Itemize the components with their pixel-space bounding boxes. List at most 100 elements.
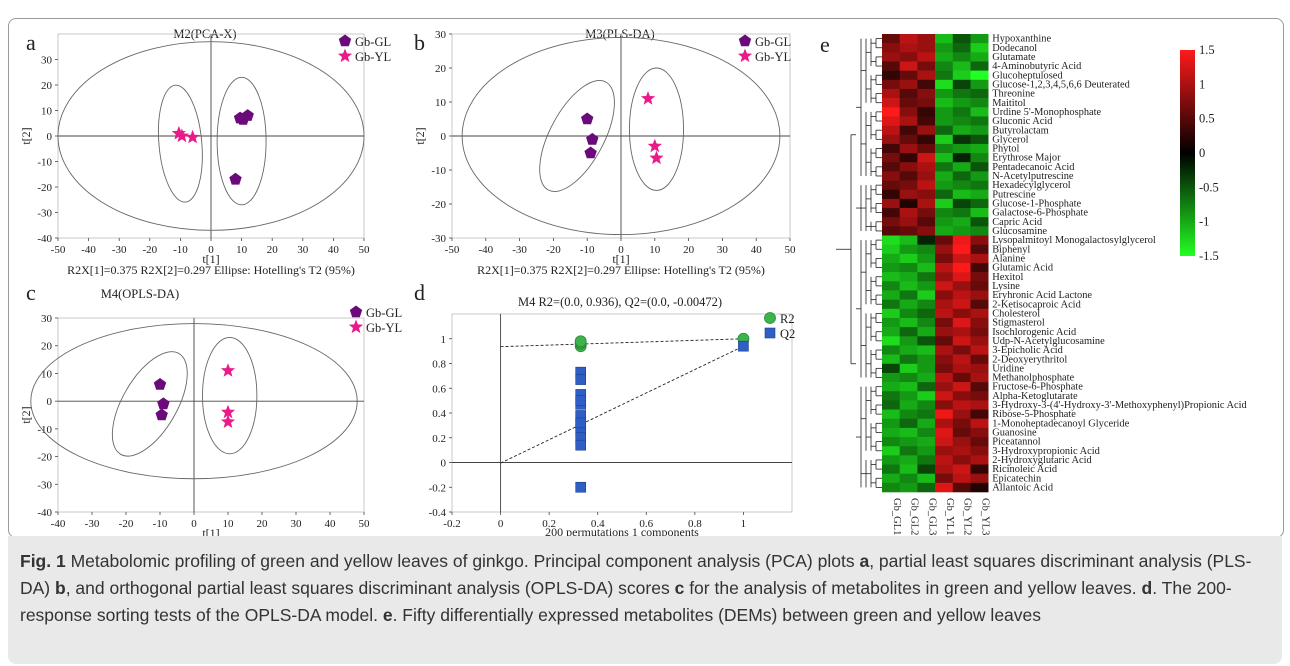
heatmap-cell bbox=[899, 70, 918, 81]
heatmap-cell bbox=[882, 217, 900, 227]
heatmap-cell bbox=[970, 226, 989, 236]
panel-d: d M4 R2=(0.0, 0.936), Q2=(0.0, -0.00472) -… bbox=[414, 280, 795, 539]
heatmap-cell bbox=[899, 98, 918, 108]
x-tick-label-b: 20 bbox=[683, 244, 695, 256]
heatmap-cell bbox=[899, 290, 918, 300]
heatmap-cell bbox=[917, 446, 936, 456]
heatmap-column-label: Gb_YL1 bbox=[944, 498, 955, 535]
y-tick-label-c: -10 bbox=[37, 424, 52, 436]
heatmap-column-label: Gb_YL3 bbox=[979, 498, 990, 535]
heatmap-cell bbox=[882, 162, 900, 172]
colorbar-tick-label: -0.5 bbox=[1199, 180, 1219, 194]
heatmap-cell bbox=[917, 382, 936, 392]
heatmap-cell bbox=[899, 162, 918, 172]
y-tick-label-c: -40 bbox=[37, 507, 52, 519]
heatmap-cell bbox=[899, 317, 918, 328]
x-tick-label-d: 0.4 bbox=[591, 518, 605, 530]
panel-letter-b: b bbox=[414, 30, 425, 55]
heatmap-cell bbox=[899, 143, 918, 154]
heatmap-cell bbox=[970, 391, 989, 401]
legend-label-Gb-YL: Gb-YL bbox=[755, 50, 791, 64]
heatmap-cell bbox=[899, 107, 918, 117]
panel-e: e HypoxanthineDodecanolGlutamate4-Aminobu… bbox=[820, 32, 1248, 535]
heatmap-cell bbox=[882, 363, 900, 374]
point-Q2 bbox=[575, 417, 587, 429]
heatmap-cell bbox=[899, 244, 918, 255]
x-tick-label-c: 40 bbox=[325, 518, 337, 530]
legend-label-Gb-YL: Gb-YL bbox=[355, 50, 391, 64]
heatmap-cell bbox=[935, 198, 954, 209]
heatmap-cell bbox=[882, 244, 900, 255]
y-tick-label-d: 0 bbox=[441, 458, 447, 470]
confidence-ellipse-b bbox=[629, 67, 684, 191]
heatmap-cell bbox=[935, 299, 954, 310]
heatmap-cell bbox=[899, 345, 918, 355]
heatmap-cell bbox=[917, 272, 936, 282]
heatmap-cell bbox=[917, 345, 936, 355]
heatmap-cell bbox=[882, 107, 900, 117]
heatmap-cell bbox=[882, 418, 900, 429]
heatmap-cell bbox=[935, 134, 954, 145]
heatmap-cell bbox=[952, 52, 971, 62]
heatmap-cell bbox=[952, 308, 971, 319]
heatmap-cell bbox=[917, 290, 936, 300]
heatmap-cell bbox=[917, 263, 936, 273]
colorbar-tick-label: 1 bbox=[1199, 77, 1205, 91]
heatmap-row-label: Lysopalmitoyl Monogalactosylglycerol bbox=[992, 235, 1156, 246]
heatmap-cell bbox=[917, 98, 936, 108]
heatmap-row-label: Ribose-5-Phosphate bbox=[992, 409, 1076, 420]
y-tick-label-a: -40 bbox=[37, 233, 52, 245]
x-tick-label-a: 20 bbox=[267, 244, 279, 256]
heatmap-cell bbox=[970, 162, 989, 172]
point-Gb-YL bbox=[174, 128, 190, 143]
heatmap-cell bbox=[952, 391, 971, 401]
heatmap-cell bbox=[935, 235, 954, 245]
heatmap-cell bbox=[935, 253, 954, 264]
point-Gb-YL bbox=[640, 91, 656, 105]
heatmap-cell bbox=[917, 473, 936, 484]
heatmap-cell bbox=[917, 171, 936, 181]
x-tick-label-d: 0.2 bbox=[542, 518, 556, 530]
heatmap-cell bbox=[952, 171, 971, 181]
heatmap-row-label: Glutamic Acid bbox=[992, 263, 1054, 274]
heatmap-cell bbox=[882, 473, 900, 484]
heatmap-cell bbox=[970, 308, 989, 319]
heatmap-cell bbox=[970, 455, 989, 465]
heatmap-cell bbox=[917, 317, 936, 328]
heatmap-cell bbox=[970, 437, 989, 447]
heatmap-cell bbox=[952, 482, 971, 493]
caption-ref-d: d bbox=[1141, 578, 1153, 598]
heatmap-cell bbox=[952, 244, 971, 255]
heatmap-row-label: Dodecanol bbox=[992, 43, 1037, 54]
x-tick-label-a: 0 bbox=[208, 244, 214, 256]
heatmap-cell bbox=[952, 61, 971, 71]
panel-letter-d: d bbox=[414, 280, 425, 305]
heatmap-cell bbox=[970, 473, 989, 484]
heatmap-cell bbox=[952, 253, 971, 264]
heatmap-cell bbox=[917, 107, 936, 117]
heatmap-row-label: Gluconic Acid bbox=[992, 116, 1053, 127]
heatmap-row-label: Piceatannol bbox=[992, 437, 1041, 448]
heatmap-cell bbox=[935, 400, 954, 410]
plot-area-c bbox=[57, 317, 365, 513]
caption-ref-e: e bbox=[382, 605, 393, 625]
y-tick-label-c: 10 bbox=[41, 368, 53, 380]
panel-letter-e: e bbox=[820, 32, 830, 57]
point-Gb-YL bbox=[647, 138, 662, 153]
x-tick-label-d: 1 bbox=[741, 518, 747, 530]
heatmap-cell bbox=[970, 134, 989, 145]
heatmap-cell bbox=[935, 427, 954, 438]
heatmap-row-label: Alanine bbox=[992, 254, 1025, 265]
point-Q2 bbox=[738, 340, 749, 352]
y-tick-label-d: 0.4 bbox=[432, 408, 446, 420]
y-tick-label-c: 30 bbox=[41, 313, 53, 325]
heatmap-cell bbox=[952, 198, 971, 209]
heatmap-cell bbox=[917, 208, 936, 218]
heatmap-cell bbox=[935, 455, 954, 465]
heatmap-row-label: 2-Hydroxyglutaric Acid bbox=[992, 455, 1092, 466]
heatmap-cell bbox=[882, 336, 900, 346]
caption-part-2: , partial least squares discriminant ana… bbox=[20, 551, 1252, 598]
x-tick-label-b: 10 bbox=[649, 244, 661, 256]
heatmap-cell bbox=[882, 281, 900, 291]
caption-ref-c: c bbox=[674, 578, 685, 598]
